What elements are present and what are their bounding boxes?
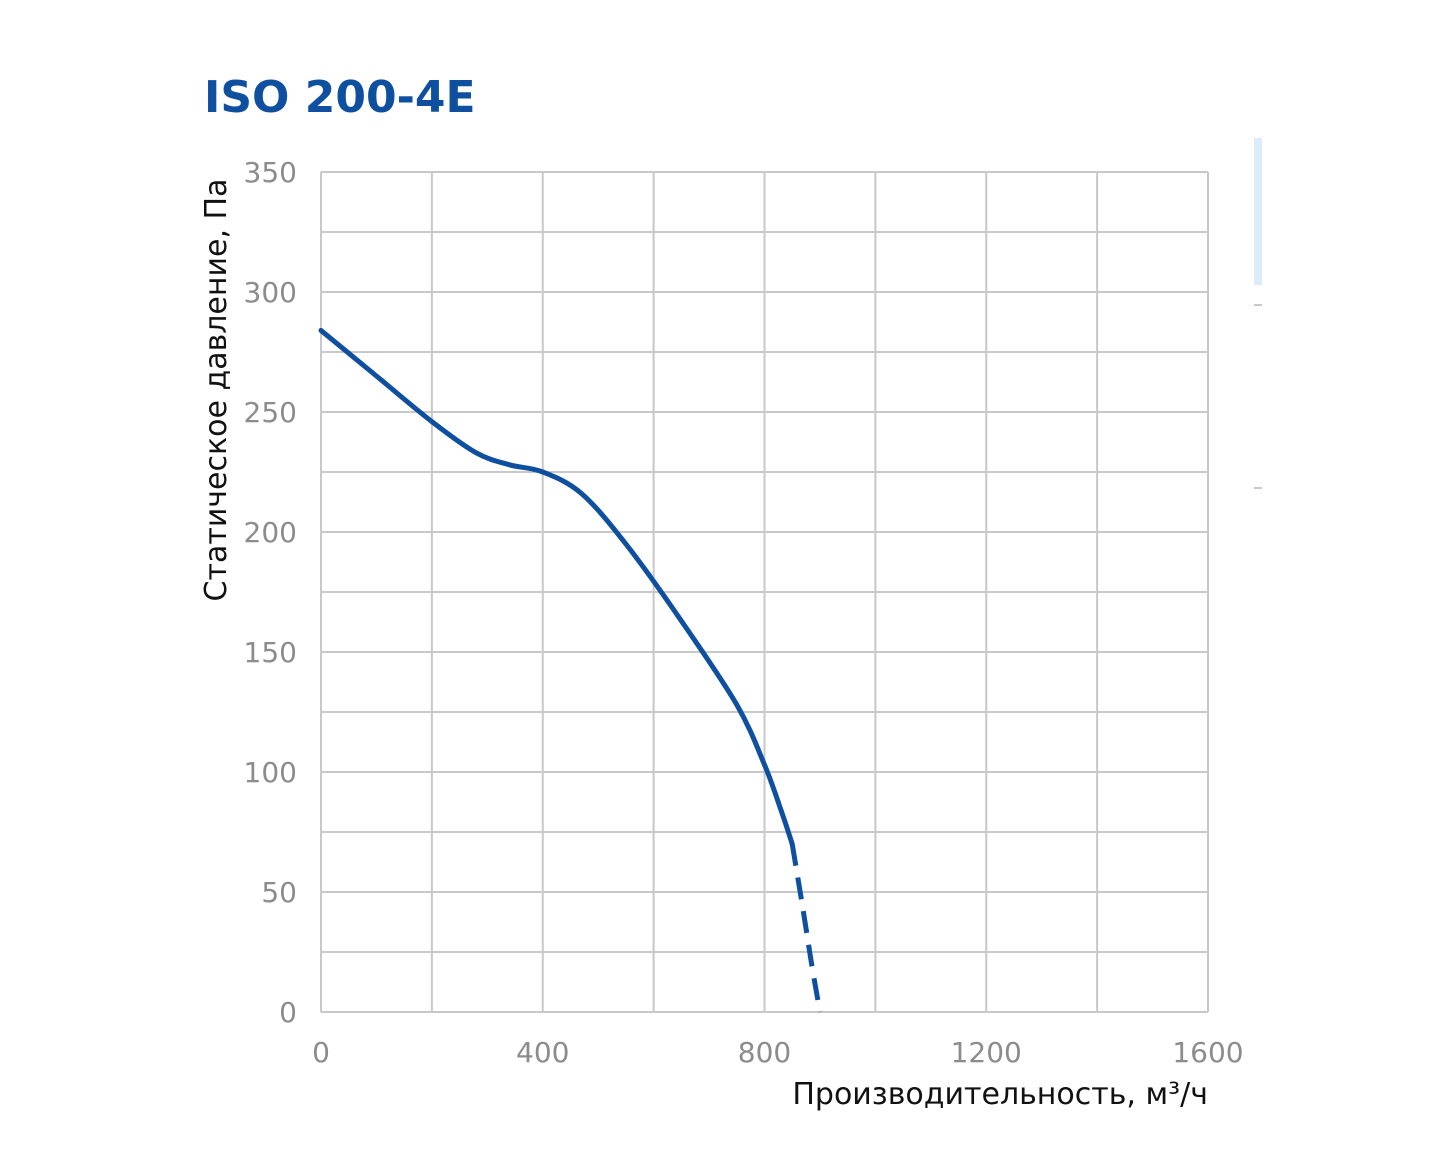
- x-axis-label: Производительность, м³/ч: [792, 1077, 1208, 1112]
- y-tick-label: 200: [244, 516, 297, 549]
- y-tick-label: 300: [244, 276, 297, 309]
- y-tick-label: 150: [244, 636, 297, 669]
- y-tick-label: 0: [279, 996, 297, 1029]
- x-tick-label: 1600: [1172, 1036, 1243, 1069]
- x-tick-label: 1200: [951, 1036, 1022, 1069]
- x-tick-label: 400: [516, 1036, 569, 1069]
- y-axis-label: Статическое давление, Па: [199, 179, 234, 602]
- legend-panel: [1254, 138, 1262, 489]
- y-axis-ticks: 0 50 100 150 200 250 300 350: [244, 156, 297, 1029]
- y-tick-label: 50: [261, 876, 297, 909]
- plot-area: [318, 327, 823, 1013]
- y-tick-label: 250: [244, 396, 297, 429]
- x-tick-label: 0: [312, 1036, 330, 1069]
- legend-highlight: [1254, 138, 1262, 285]
- x-axis-ticks: 0 400 800 1200 1600: [312, 1036, 1244, 1069]
- chart-grid: [320, 171, 1209, 1013]
- curve-dashed-segment: [789, 843, 823, 1013]
- x-tick-label: 800: [738, 1036, 791, 1069]
- y-tick-label: 100: [244, 756, 297, 789]
- chart-title: ISO 200-4E: [204, 72, 476, 123]
- y-tick-label: 350: [244, 156, 297, 189]
- curve-solid-segment: [318, 327, 795, 847]
